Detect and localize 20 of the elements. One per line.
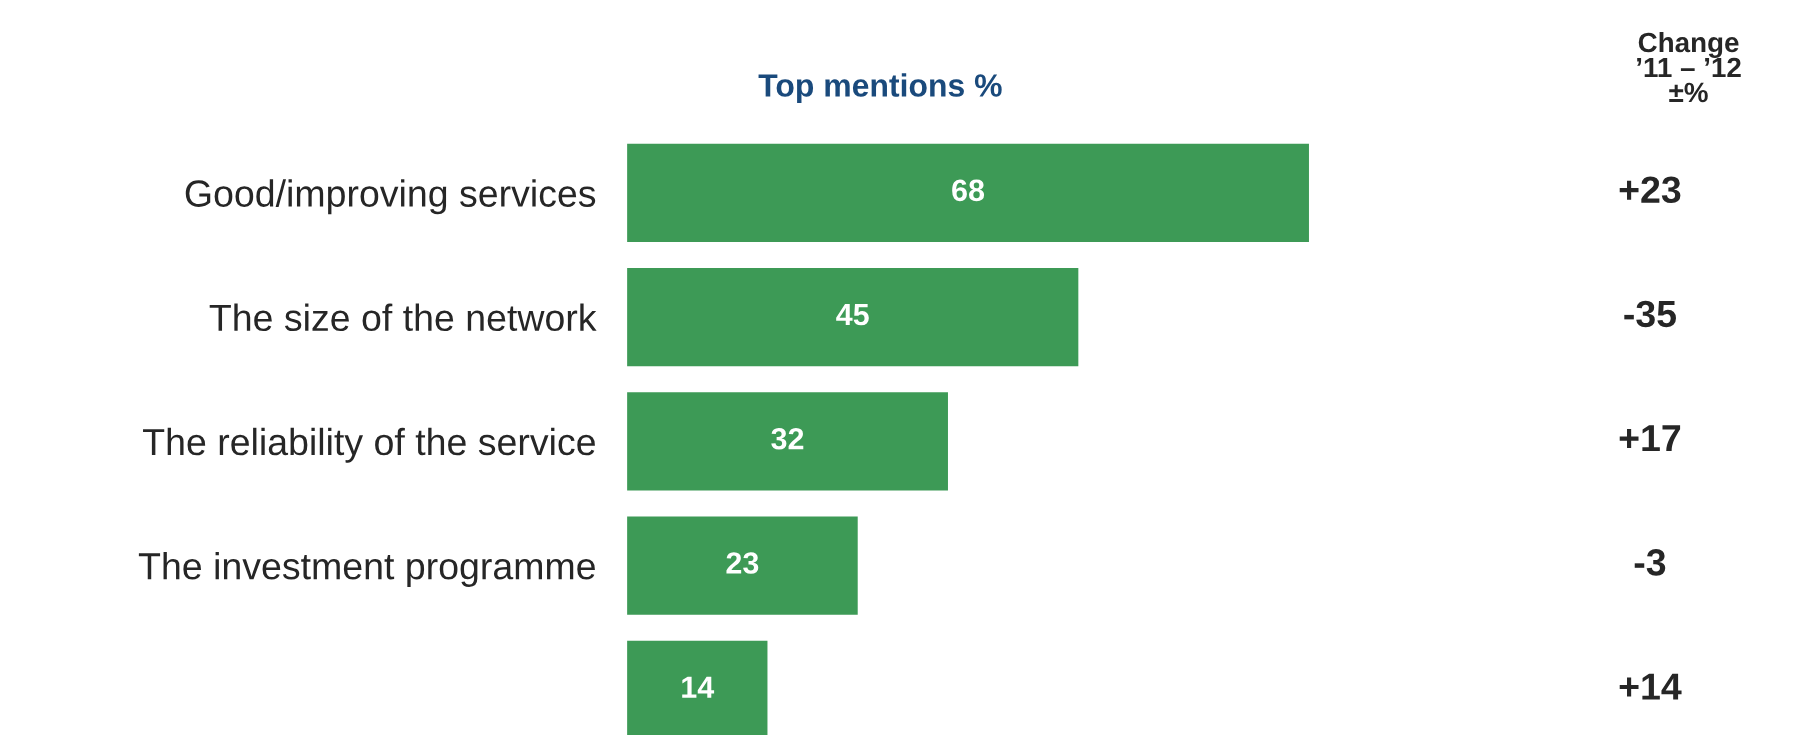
y-tick-label: The reliability of the service [143,427,595,463]
bar [627,268,1079,367]
text: -3 [1634,549,1666,576]
data-label: 45 [836,304,869,326]
text: -35 [1624,300,1676,328]
y-tick-label: The size of the network [209,303,597,332]
data-label: 23 [726,552,759,574]
data-label: 14 [682,676,715,698]
text: +14 [1619,673,1682,700]
bar [627,143,1309,242]
bar [627,392,948,491]
y-tick-label: Good/improving services [185,179,596,215]
text: Change ’11 – ’12 ±% [1637,31,1741,103]
chart-title: Top mentions % [758,73,1002,104]
data-label: 32 [771,427,804,450]
data-label: 68 [952,179,985,202]
bar [627,516,858,615]
y-tick-label: The investment programme [138,551,595,587]
text: +23 [1619,176,1681,204]
text: +17 [1619,425,1681,452]
